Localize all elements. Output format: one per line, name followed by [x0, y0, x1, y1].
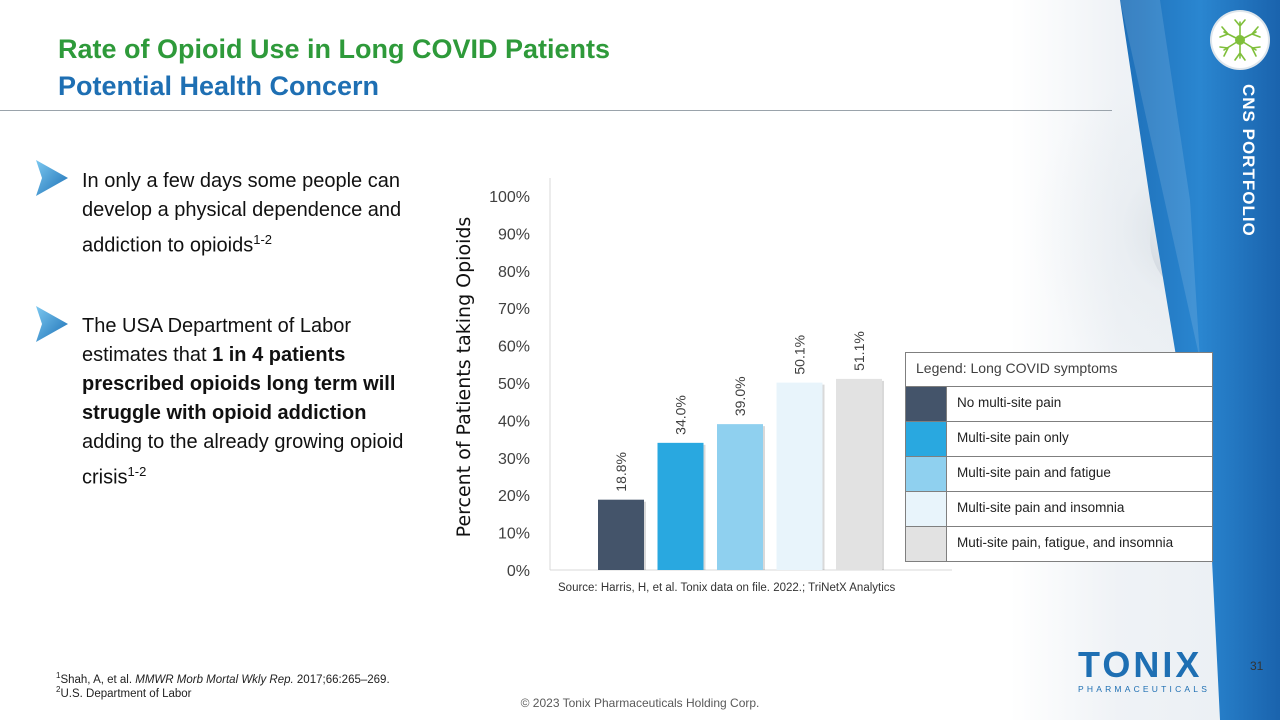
legend-label: Multi-site pain and fatigue [957, 465, 1111, 480]
copyright: © 2023 Tonix Pharmaceuticals Holding Cor… [520, 696, 760, 710]
footnote-2: 2U.S. Department of Labor [56, 685, 192, 700]
legend-label: Multi-site pain and insomnia [957, 500, 1125, 515]
bar-4 [776, 382, 823, 570]
legend-swatch [906, 492, 947, 526]
slide-subtitle: Potential Health Concern [58, 71, 380, 101]
footnote-1: 1Shah, A, et al. MMWR Morb Mortal Wkly R… [56, 671, 390, 686]
legend-swatch [906, 422, 947, 456]
y-tick-label: 60% [498, 339, 530, 356]
legend-swatch [906, 527, 947, 561]
y-tick-label: 30% [498, 451, 530, 468]
bar-1 [598, 499, 644, 570]
legend-item: Muti-site pain, fatigue, and insomnia [906, 527, 1212, 561]
page-number: 31 [1250, 659, 1264, 673]
bullet-2-bold: 1 in 4 patients prescribed opioids long … [82, 344, 396, 424]
legend-item: Multi-site pain only [906, 422, 1212, 457]
data-label: 34.0% [673, 395, 689, 435]
y-tick-label: 20% [498, 488, 530, 505]
y-tick-label: 90% [498, 226, 530, 243]
legend-label: Muti-site pain, fatigue, and insomnia [957, 535, 1174, 550]
data-label: 18.8% [613, 452, 629, 492]
bullet-1-ref: 1-2 [253, 232, 273, 247]
y-tick-label: 80% [498, 264, 530, 281]
footnote-2-num: 2 [56, 685, 61, 694]
neuron-icon [1212, 12, 1268, 68]
cns-portfolio-label: CNS PORTFOLIO [1239, 84, 1258, 237]
logo-subtitle: PHARMACEUTICALS [1078, 684, 1211, 694]
chart-legend: Legend: Long COVID symptoms No multi-sit… [905, 352, 1213, 562]
bar-5 [836, 378, 882, 570]
footnote-1-num: 1 [56, 671, 61, 680]
legend-item: No multi-site pain [906, 387, 1212, 422]
y-tick-label: 0% [507, 563, 530, 580]
y-tick-label: 100% [489, 189, 530, 206]
y-axis-label: Percent of Patients taking Opioids [453, 217, 475, 538]
data-label: 51.1% [851, 331, 867, 371]
y-tick-label: 40% [498, 413, 530, 430]
chart-source: Source: Harris, H, et al. Tonix data on … [558, 582, 896, 594]
legend-label: No multi-site pain [957, 395, 1062, 410]
opioid-use-bar-chart: 0% 10% 20% 30% 40% 50% 60% 70% 80% 90% 100% Percent… [453, 178, 952, 580]
y-tick-label: 10% [498, 526, 530, 543]
y-tick-label: 70% [498, 301, 530, 318]
bullet-arrow-icon [36, 306, 68, 342]
bullet-2-text: The USA Department of Labor estimates th… [82, 315, 352, 366]
footnote-1-citation: 2017;66:265–269. [293, 673, 390, 686]
data-label: 39.0% [732, 376, 748, 416]
bullet-1-text: In only a few days some people can devel… [82, 170, 402, 257]
title-divider [0, 110, 1112, 111]
bullet-arrow-icon [36, 160, 68, 196]
legend-title: Legend: Long COVID symptoms [906, 353, 1212, 387]
legend-swatch [906, 387, 947, 421]
bullet-2-text-after: adding to the already growing opioid cri… [82, 431, 404, 489]
legend-label: Multi-site pain only [957, 430, 1069, 445]
bullet-1: In only a few days some people can devel… [82, 167, 412, 261]
bullet-2-ref: 1-2 [127, 464, 147, 479]
footnote-1-journal: MMWR Morb Mortal Wkly Rep. [135, 673, 294, 686]
footnote-1-text: Shah, A, et al. [60, 673, 136, 686]
bullet-2: The USA Department of Labor estimates th… [82, 312, 407, 493]
footnote-2-text: U.S. Department of Labor [60, 687, 192, 700]
y-tick-label: 50% [498, 376, 530, 393]
bar-2 [657, 442, 704, 570]
legend-item: Multi-site pain and fatigue [906, 457, 1212, 492]
legend-item: Multi-site pain and insomnia [906, 492, 1212, 527]
bar-3 [717, 424, 763, 570]
legend-swatch [906, 457, 947, 491]
tonix-logo: TONIX PHARMACEUTICALS [1078, 646, 1208, 696]
data-label: 50.1% [792, 335, 808, 375]
slide-title: Rate of Opioid Use in Long COVID Patient… [58, 34, 611, 64]
logo-wordmark: TONIX [1078, 644, 1203, 685]
